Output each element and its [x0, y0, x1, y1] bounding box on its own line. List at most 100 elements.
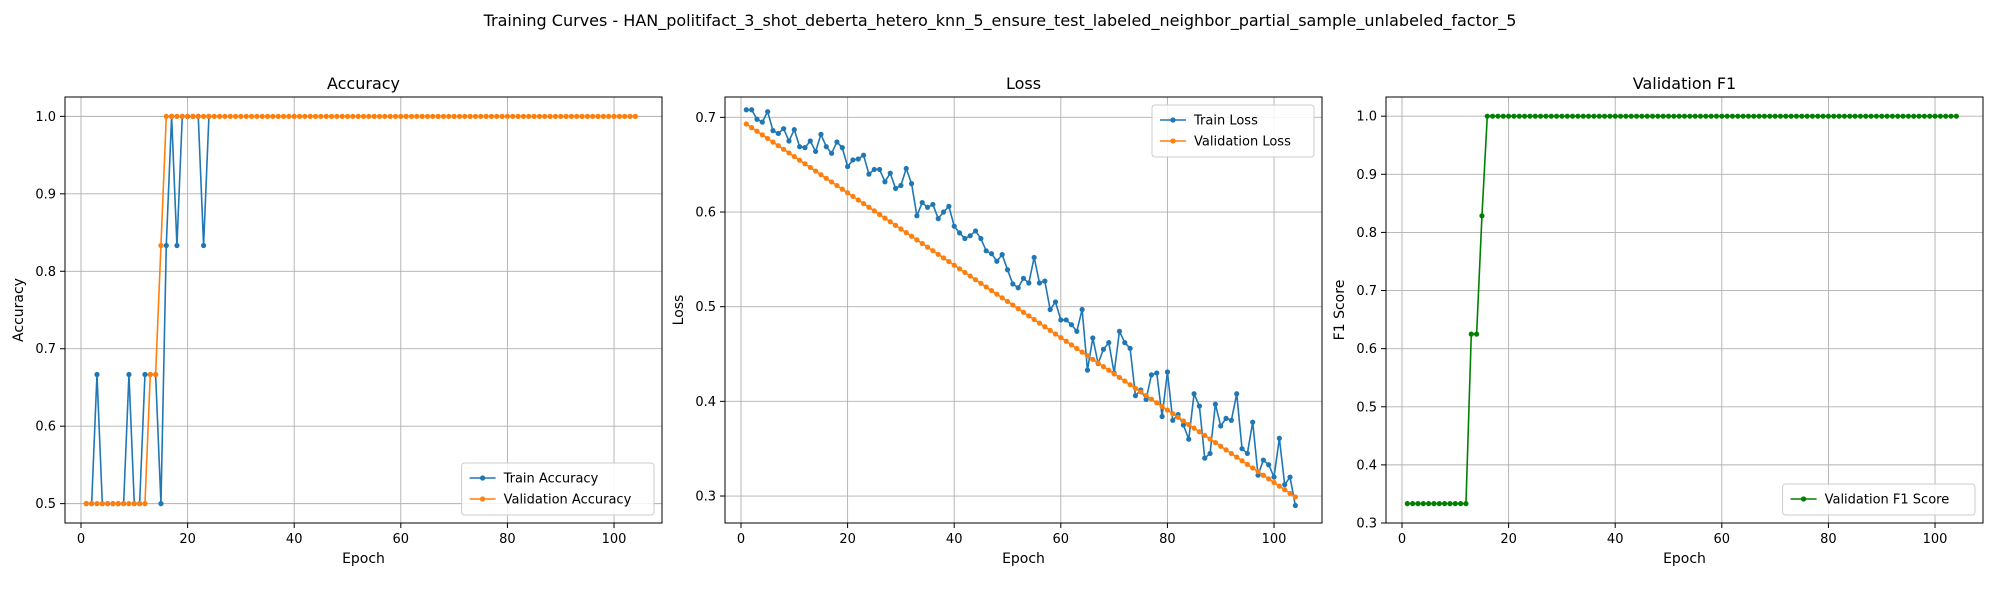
data-point: [1804, 113, 1810, 119]
data-point: [243, 113, 249, 119]
data-point: [531, 113, 537, 119]
data-point: [200, 242, 207, 249]
data-point: [1122, 340, 1128, 346]
data-point: [227, 113, 233, 119]
data-point: [882, 215, 888, 221]
data-point: [754, 128, 760, 134]
data-point: [1282, 487, 1288, 493]
x-axis-label: Epoch: [1002, 551, 1045, 567]
y-tick-label: 0.6: [35, 420, 56, 435]
data-point: [344, 113, 351, 119]
data-point: [355, 113, 361, 119]
data-point: [999, 295, 1005, 301]
data-point: [956, 266, 963, 272]
data-point: [232, 113, 239, 119]
data-point: [1020, 309, 1027, 315]
data-point: [99, 501, 105, 507]
data-point: [504, 113, 511, 119]
data-point: [467, 113, 473, 119]
data-point: [1692, 113, 1698, 119]
subplot-title: Validation F1: [1633, 74, 1736, 93]
data-point: [839, 145, 845, 151]
data-point: [1292, 502, 1298, 509]
data-point: [1031, 254, 1037, 261]
legend-label: Train Accuracy: [503, 472, 599, 487]
data-point: [1729, 113, 1736, 119]
data-point: [951, 262, 957, 268]
data-point: [579, 113, 585, 119]
data-point: [1873, 113, 1879, 119]
data-point: [174, 242, 180, 249]
data-point: [115, 501, 121, 507]
data-point: [1527, 113, 1533, 119]
data-point: [387, 113, 393, 119]
y-tick-label: 0.6: [1356, 342, 1377, 357]
data-point: [137, 501, 143, 507]
data-point: [1516, 113, 1522, 119]
data-point: [1063, 317, 1069, 323]
data-point: [1548, 113, 1554, 119]
y-tick-label: 0.8: [35, 265, 56, 280]
data-point: [956, 230, 963, 236]
data-point: [919, 199, 925, 206]
data-point: [169, 113, 175, 119]
data-point: [1585, 113, 1592, 119]
data-point: [456, 113, 463, 119]
data-point: [775, 143, 781, 149]
data-point: [1218, 443, 1224, 449]
data-point: [259, 113, 265, 119]
subplot-2: 0 20 40 60 80 100 0.3 0.4 0.5 0.6 0.7 Loss Epoch Loss…: [671, 74, 1323, 567]
legend-swatch-marker: [1170, 138, 1176, 144]
legend-box: [1782, 483, 1976, 516]
x-tick-label: 0: [1398, 532, 1406, 547]
data-point: [1820, 113, 1826, 119]
data-point: [1911, 113, 1917, 119]
data-point: [296, 113, 303, 119]
data-point: [1953, 113, 1959, 119]
data-point: [1079, 349, 1085, 355]
data-point: [1468, 331, 1474, 337]
data-point: [1927, 113, 1933, 119]
data-point: [749, 125, 755, 131]
data-point: [1234, 454, 1240, 460]
x-tick-label: 100: [1262, 532, 1287, 547]
data-point: [1255, 469, 1261, 475]
x-axis-label: Epoch: [342, 551, 385, 567]
data-point: [994, 291, 1000, 297]
x-axis-label: Epoch: [1663, 551, 1706, 567]
data-point: [1410, 501, 1416, 507]
data-point: [749, 107, 755, 113]
data-point: [829, 150, 835, 156]
data-point: [1063, 338, 1069, 344]
data-point: [914, 213, 920, 219]
data-point: [1847, 113, 1853, 119]
data-point: [765, 135, 771, 142]
axes-frame: [724, 96, 1323, 524]
data-point: [185, 113, 191, 119]
data-point: [1564, 113, 1570, 119]
data-point: [892, 185, 899, 191]
data-point: [1553, 113, 1560, 119]
data-point: [1143, 396, 1149, 403]
data-point: [574, 113, 580, 119]
y-tick-label: 0.6: [695, 206, 716, 221]
data-point: [1148, 372, 1155, 378]
y-tick-label: 0.7: [1356, 284, 1377, 299]
data-point: [791, 127, 797, 133]
y-tick-label: 0.9: [35, 187, 56, 202]
data-point: [770, 128, 776, 134]
data-point: [1164, 369, 1171, 375]
data-point: [408, 113, 415, 119]
data-point: [1857, 113, 1863, 119]
subplots: 0 20 40 60 80 100 0.5 0.6 0.7 0.8 0.9 1.0 Accuracy Ep…: [11, 74, 1984, 567]
data-point: [1052, 331, 1059, 337]
data-point: [488, 113, 495, 119]
data-point: [1191, 425, 1197, 431]
data-point: [743, 121, 749, 127]
data-point: [558, 113, 564, 119]
data-point: [834, 139, 840, 145]
data-point: [1436, 501, 1442, 507]
data-point: [1495, 113, 1501, 119]
data-point: [892, 222, 899, 228]
